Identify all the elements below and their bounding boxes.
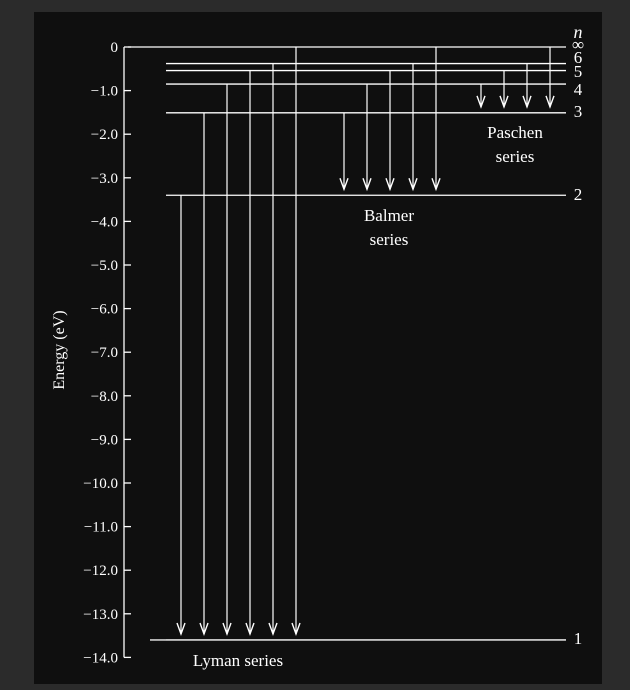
- axis-tick-label: −2.0: [91, 127, 118, 143]
- level-label: 6: [574, 48, 583, 67]
- axis-tick-label: −12.0: [83, 563, 118, 579]
- transition-arrow-head: [499, 95, 509, 109]
- axis-title: Energy (eV): [51, 310, 68, 389]
- axis-tick-label: −6.0: [91, 302, 118, 318]
- series-label-balmer-line2: series: [370, 230, 409, 249]
- transition-arrow-head: [339, 178, 349, 192]
- axis-tick-label: −9.0: [91, 432, 118, 448]
- transition-arrow-head: [222, 622, 232, 637]
- level-label: 2: [574, 185, 583, 204]
- energy-axis: 0 −1.0 −2.0 −3.0 −4.0 −5.0 −6.0 −7.0 −8.0 −9.0 −10…: [83, 40, 131, 666]
- axis-tick-label: −5.0: [91, 258, 118, 274]
- transition-arrow-head: [245, 622, 255, 637]
- transition-arrow-head: [522, 95, 532, 109]
- transition-arrow-head: [385, 178, 395, 192]
- axis-tick-label: −7.0: [91, 345, 118, 361]
- axis-tick-label: −8.0: [91, 389, 118, 405]
- series-label-paschen-line2: series: [496, 147, 535, 166]
- n-label: n: [574, 22, 583, 42]
- transition-arrow-head: [431, 178, 441, 192]
- level-label: 3: [574, 102, 583, 121]
- transition-arrow-head: [176, 622, 186, 637]
- axis-tick-label: 0: [111, 40, 119, 56]
- series-label-lyman: Lyman series: [193, 651, 283, 670]
- transition-arrow-head: [268, 622, 278, 637]
- level-label: 4: [574, 80, 583, 99]
- axis-tick-label: −13.0: [83, 607, 118, 623]
- transition-arrows: [176, 47, 555, 637]
- transition-arrow-head: [291, 622, 301, 637]
- level-label: 5: [574, 62, 583, 81]
- transition-arrow-head: [476, 95, 486, 109]
- level-label: 1: [574, 629, 583, 648]
- energy-level-diagram: 0 −1.0 −2.0 −3.0 −4.0 −5.0 −6.0 −7.0 −8.0 −9.0 −10…: [34, 12, 602, 684]
- level-label: ∞: [572, 35, 584, 54]
- series-label-balmer-line1: Balmer: [364, 206, 414, 225]
- energy-levels: ∞654 3 2 1: [128, 35, 584, 648]
- energy-level-svg: 0 −1.0 −2.0 −3.0 −4.0 −5.0 −6.0 −7.0 −8.0 −9.0 −10…: [51, 22, 584, 670]
- transition-arrow-head: [199, 622, 209, 637]
- series-label-paschen-line1: Paschen: [487, 123, 543, 142]
- axis-tick-label: −14.0: [83, 650, 118, 666]
- axis-tick-label: −3.0: [91, 171, 118, 187]
- axis-tick-label: −4.0: [91, 214, 118, 230]
- axis-tick-label: −1.0: [91, 84, 118, 100]
- axis-tick-label: −11.0: [84, 520, 118, 536]
- transition-arrow-head: [545, 95, 555, 109]
- axis-tick-label: −10.0: [83, 476, 118, 492]
- transition-arrow-head: [408, 178, 418, 192]
- transition-arrow-head: [362, 178, 372, 192]
